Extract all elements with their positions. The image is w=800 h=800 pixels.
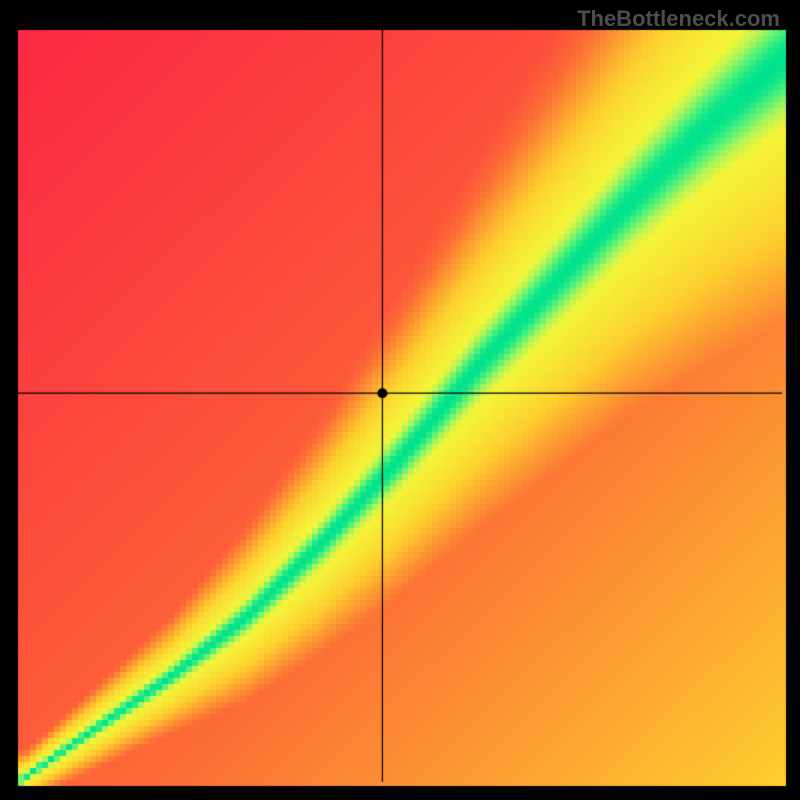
bottleneck-heatmap	[0, 0, 800, 800]
watermark-text: TheBottleneck.com	[577, 6, 780, 32]
